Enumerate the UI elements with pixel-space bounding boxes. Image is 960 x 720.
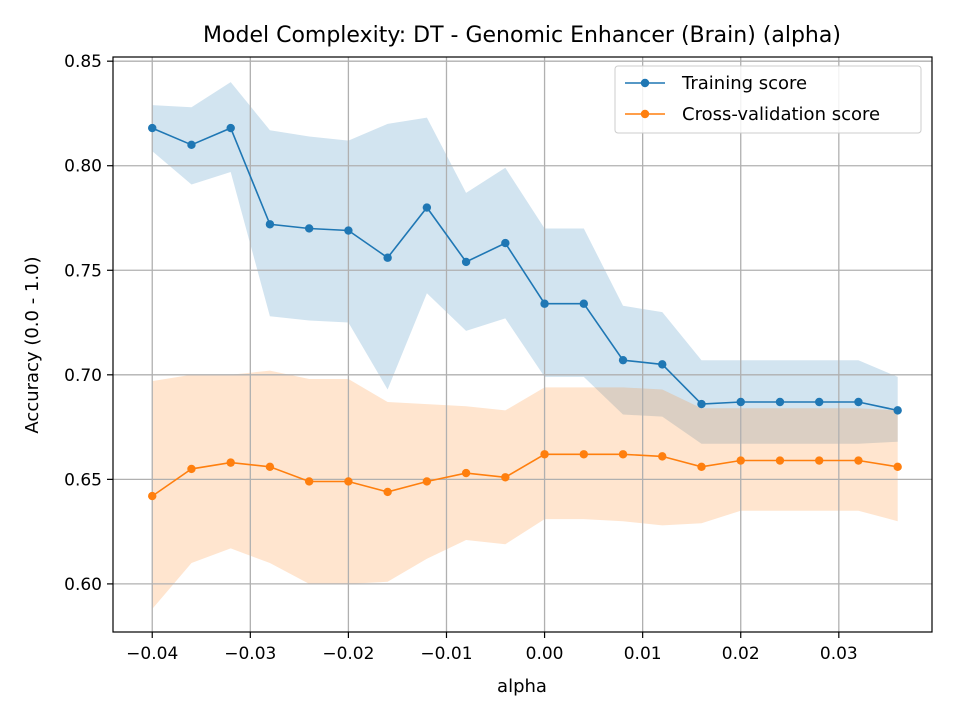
data-point-s1-13: [658, 452, 667, 461]
data-point-s1-2: [226, 458, 235, 467]
x-tick-label-3: −0.01: [420, 644, 472, 664]
x-axis-ticks: −0.04 −0.03 −0.02 −0.01 0.00 0.01 0.02 0.03: [126, 632, 858, 664]
data-point-s0-6: [383, 253, 392, 262]
data-point-s1-14: [697, 462, 706, 472]
x-tick-label-6: 0.02: [722, 644, 760, 664]
data-point-s1-10: [540, 450, 549, 459]
data-point-s0-9: [501, 238, 510, 248]
data-point-s0-13: [658, 360, 667, 369]
data-point-s0-10: [540, 299, 549, 308]
data-point-s0-5: [344, 226, 353, 235]
data-point-s1-0: [148, 491, 157, 501]
data-point-s1-8: [461, 468, 471, 478]
series-line-0: [151, 127, 898, 412]
data-point-s0-1: [187, 140, 196, 150]
data-point-s1-6: [383, 487, 392, 497]
data-point-s0-2: [226, 123, 235, 133]
data-point-s0-14: [697, 399, 706, 409]
series-line-1: [151, 453, 898, 497]
legend-label-0: Training score: [681, 73, 807, 94]
data-point-s0-17: [815, 397, 824, 407]
x-tick-label-5: 0.01: [624, 644, 662, 664]
data-point-s0-15: [736, 397, 745, 407]
data-point-s1-5: [344, 477, 353, 486]
y-tick-label-1: 0.65: [64, 470, 102, 490]
y-axis-ticks: 0.60 0.65 0.70 0.75 0.80 0.85: [64, 52, 113, 595]
data-point-s1-11: [579, 450, 589, 459]
data-point-s1-17: [815, 456, 824, 465]
series-lines: [151, 127, 898, 497]
data-point-s0-3: [265, 220, 275, 229]
data-point-s1-9: [501, 473, 510, 482]
data-point-s0-16: [775, 397, 785, 407]
data-point-s0-18: [854, 397, 863, 407]
chart-title: Model Complexity: DT - Genomic Enhancer …: [203, 23, 841, 48]
band-series-1: [152, 370, 898, 609]
x-tick-label-1: −0.03: [224, 644, 276, 664]
data-point-s0-12: [618, 355, 628, 365]
y-tick-label-0: 0.60: [64, 575, 102, 595]
data-point-s1-1: [187, 464, 196, 474]
data-point-s0-8: [461, 257, 471, 267]
band-series-0: [152, 82, 898, 444]
x-axis-label: alpha: [497, 676, 547, 697]
legend-marker-0: [640, 78, 650, 88]
data-point-s1-3: [265, 462, 275, 472]
x-tick-label-2: −0.02: [322, 644, 374, 664]
y-tick-label-3: 0.75: [64, 261, 102, 281]
data-point-s0-4: [304, 224, 314, 233]
plot-frame: [112, 56, 933, 633]
data-point-s1-15: [736, 456, 745, 465]
data-point-s1-19: [893, 462, 902, 472]
legend-marker-1: [640, 109, 650, 119]
y-tick-label-4: 0.80: [64, 157, 102, 177]
legend-label-1: Cross-validation score: [682, 104, 880, 125]
data-point-s1-18: [854, 456, 863, 465]
data-point-s1-12: [618, 450, 628, 459]
x-tick-label-7: 0.03: [820, 644, 858, 664]
data-point-s1-7: [422, 477, 432, 486]
series-points: [148, 123, 902, 501]
data-point-s0-19: [893, 406, 902, 415]
y-tick-label-2: 0.70: [64, 366, 102, 386]
x-tick-label-0: −0.04: [126, 644, 178, 664]
data-point-s0-7: [422, 203, 432, 212]
data-point-s0-0: [148, 123, 157, 133]
x-tick-label-4: 0.00: [526, 644, 564, 664]
y-axis-label: Accuracy (0.0 - 1.0): [22, 256, 43, 433]
y-tick-label-5: 0.85: [64, 52, 102, 72]
data-point-s0-11: [579, 299, 589, 308]
data-point-s1-16: [775, 456, 785, 465]
legend-box: [614, 65, 922, 134]
confidence-bands: [152, 82, 898, 609]
legend: Training score Cross-validation score: [614, 65, 922, 134]
data-point-s1-4: [304, 477, 314, 486]
